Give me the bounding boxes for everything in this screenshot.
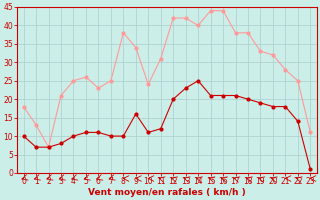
X-axis label: Vent moyen/en rafales ( km/h ): Vent moyen/en rafales ( km/h ) [88, 188, 246, 197]
